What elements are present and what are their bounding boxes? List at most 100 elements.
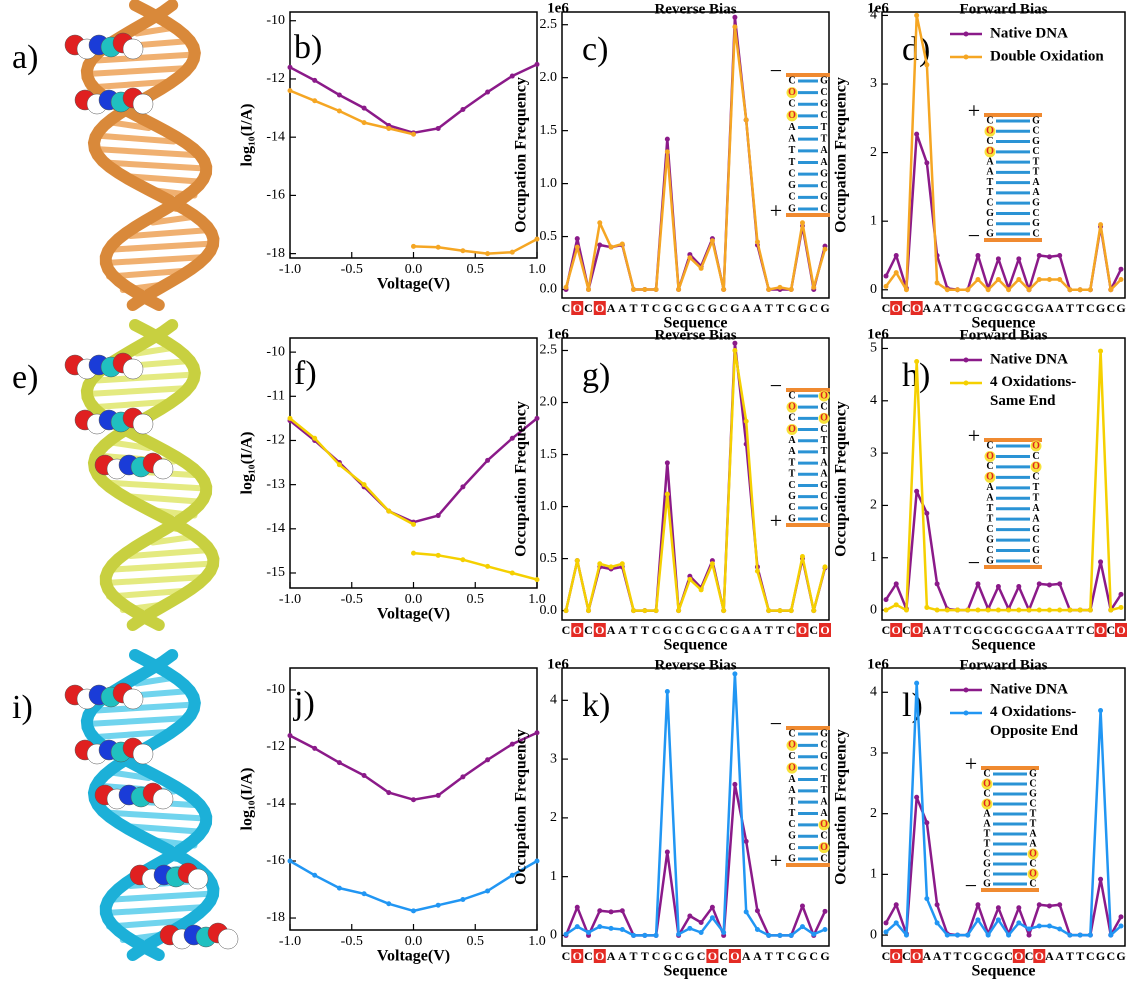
data-point: [435, 902, 441, 908]
data-point: [411, 131, 416, 137]
x-tick-label: A: [753, 949, 762, 963]
y-tick-label: 2: [870, 806, 877, 821]
base-pair: [93, 701, 198, 714]
data-point: [1118, 276, 1124, 282]
highlight-box: [890, 623, 903, 637]
chart-title: Forward Bias: [960, 327, 1048, 343]
x-axis-label: Sequence: [664, 637, 728, 654]
base-letter: C: [1032, 146, 1039, 157]
data-point: [485, 563, 491, 569]
x-tick-label: C: [652, 301, 661, 315]
base-letter: C: [788, 413, 795, 424]
x-tick-label: A: [618, 623, 627, 637]
y-tick-label: 4: [870, 393, 877, 408]
x-tick-label: T: [1076, 949, 1084, 963]
data-point: [934, 902, 940, 908]
data-point: [811, 284, 817, 290]
highlight-box: [910, 949, 923, 963]
data-point: [1026, 607, 1032, 613]
x-tick-label: C: [652, 623, 661, 637]
data-point: [955, 607, 961, 613]
highlight-box: [910, 301, 923, 315]
data-point: [676, 931, 682, 937]
data-point: [1098, 348, 1104, 354]
x-axis-label: Sequence: [664, 315, 728, 332]
oxidation-highlight: [786, 401, 798, 413]
data-point: [709, 915, 715, 921]
y-tick-label: 5: [870, 341, 877, 356]
x-tick-label: G: [708, 301, 717, 315]
oxidation-highlight: [981, 778, 993, 790]
data-point: [1016, 584, 1022, 590]
data-point: [642, 932, 648, 938]
data-point: [743, 418, 749, 424]
panel-label: g): [582, 357, 610, 394]
y-tick-label: 0: [870, 282, 877, 297]
y-tick-label: -12: [266, 71, 285, 86]
highlight-box: [1012, 949, 1025, 963]
data-point: [509, 872, 515, 878]
x-tick-label: G: [685, 623, 694, 637]
data-point: [534, 61, 540, 67]
data-point: [586, 608, 592, 614]
y-tick-label: 1.5: [540, 447, 558, 462]
y-axis-label: log₁₀(I/A): [239, 768, 256, 831]
x-tick-label: T: [1076, 301, 1084, 315]
data-point: [1016, 607, 1022, 613]
y-tick-label: -10: [266, 344, 285, 359]
series-line: [289, 859, 538, 913]
data-point: [509, 570, 515, 576]
x-tick-label: G: [994, 301, 1003, 315]
base-letter: G: [820, 75, 828, 86]
data-point: [721, 608, 727, 614]
base-letter: G: [820, 728, 828, 739]
y-offset-label: 1e6: [867, 0, 889, 16]
base-letter: G: [1032, 218, 1040, 229]
plot-frame: [561, 667, 830, 947]
base-letter: T: [987, 513, 994, 524]
data-point: [1036, 252, 1042, 258]
x-tick-label: O: [1035, 949, 1044, 963]
electrode-sign: +: [968, 98, 980, 123]
panel-label: e): [12, 359, 38, 396]
base-letter: T: [789, 157, 796, 168]
data-point: [534, 577, 540, 583]
data-point: [534, 415, 540, 421]
base-letter: C: [820, 180, 827, 191]
base-letter: O: [788, 110, 796, 121]
data-point: [460, 107, 466, 113]
data-point: [1046, 903, 1052, 909]
base-letter: T: [984, 838, 991, 849]
x-tick-label: O: [595, 623, 604, 637]
x-tick-label: C: [584, 623, 593, 637]
x-tick-label: G: [1014, 623, 1023, 637]
data-point: [336, 92, 342, 98]
data-point: [799, 924, 805, 930]
base-letter: T: [987, 503, 994, 514]
x-tick-label: A: [1045, 949, 1054, 963]
base-pair: [102, 904, 209, 916]
x-tick-label: 1.0: [528, 934, 546, 949]
data-point: [883, 920, 889, 926]
base-letter: C: [1032, 534, 1039, 545]
y-offset-label: 1e6: [547, 656, 569, 672]
data-point: [653, 608, 659, 614]
data-point: [721, 929, 727, 935]
oxidation-highlight: [981, 798, 993, 810]
y-tick-label: 3: [870, 745, 877, 760]
data-point: [1026, 926, 1032, 932]
data-point: [698, 919, 704, 925]
data-point: [664, 491, 670, 497]
data-point: [995, 276, 1001, 282]
oxidation-highlight: [818, 819, 830, 831]
dna-model: [64, 649, 239, 961]
base-letter: T: [821, 122, 828, 133]
x-tick-label: G: [973, 949, 982, 963]
base-letter: O: [788, 740, 796, 751]
x-tick-label: C: [902, 301, 911, 315]
y-tick-label: 0.0: [540, 603, 558, 618]
base-pair: [110, 890, 217, 903]
data-point: [312, 435, 318, 441]
x-tick-label: O: [912, 301, 921, 315]
y-tick-label: 2: [550, 810, 557, 825]
